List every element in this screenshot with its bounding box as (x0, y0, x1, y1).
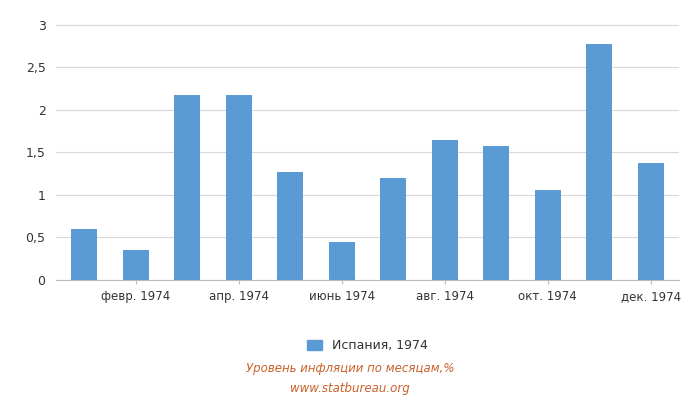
Bar (123, 250, 148, 280)
Bar (71, 229, 97, 280)
Bar (587, 44, 612, 280)
Bar (174, 95, 200, 280)
Legend: Испания, 1974: Испания, 1974 (302, 334, 433, 358)
Bar (483, 146, 509, 280)
Bar (277, 172, 303, 280)
Bar (380, 178, 406, 280)
Bar (432, 140, 458, 280)
Bar (535, 190, 561, 280)
Text: Уровень инфляции по месяцам,%: Уровень инфляции по месяцам,% (246, 362, 454, 375)
Bar (638, 164, 664, 280)
Text: www.statbureau.org: www.statbureau.org (290, 382, 410, 395)
Bar (329, 242, 355, 280)
Bar (226, 94, 252, 280)
